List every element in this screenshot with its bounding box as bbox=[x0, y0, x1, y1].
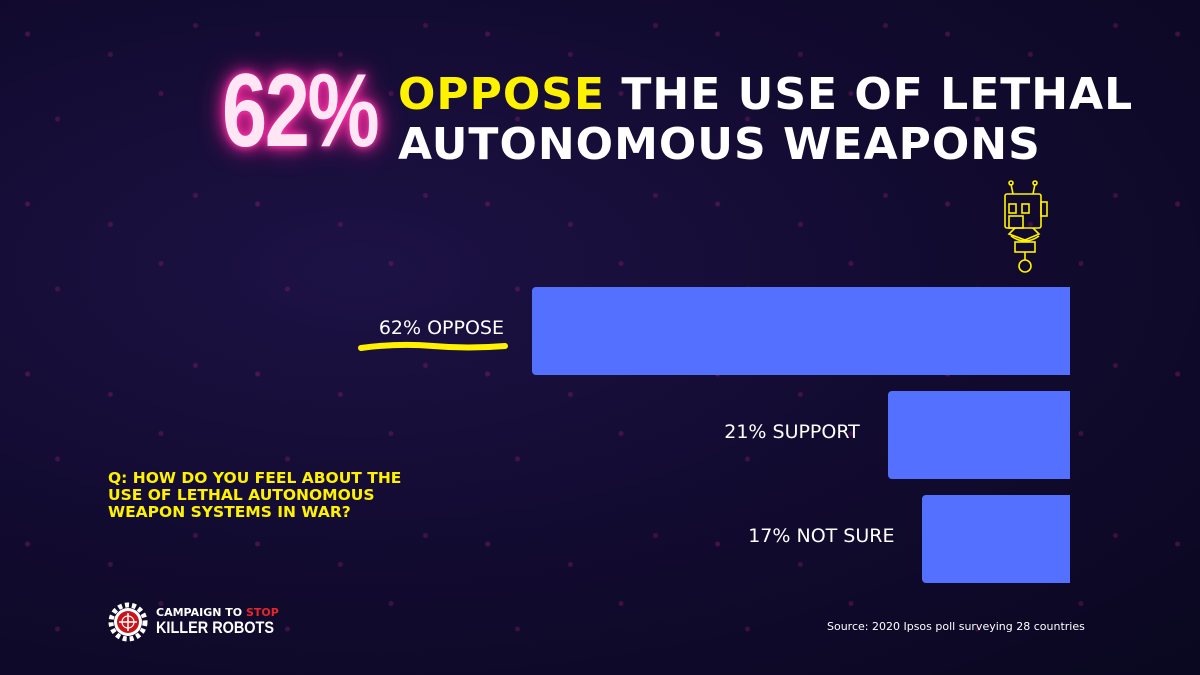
campaign-logo: CAMPAIGN TO STOP KILLER ROBOTS bbox=[108, 602, 295, 642]
robot-illustration-icon bbox=[1004, 180, 1048, 273]
highlight-underline bbox=[358, 341, 508, 351]
headline-line1: THE USE OF LETHAL bbox=[621, 69, 1134, 120]
gear-crosshair-logo-icon bbox=[108, 602, 148, 642]
logo-line2: KILLER ROBOTS bbox=[156, 618, 275, 637]
logo-accent: STOP bbox=[245, 606, 279, 619]
headline: OPPOSE THE USE OF LETHAL AUTONOMOUS WEAP… bbox=[398, 70, 1133, 170]
survey-question: Q: HOW DO YOU FEEL ABOUT THE USE OF LETH… bbox=[108, 469, 402, 521]
bar-not-sure bbox=[922, 495, 1070, 583]
bar-oppose bbox=[532, 287, 1070, 375]
headline-number: 62% bbox=[222, 53, 380, 169]
bar-label: 21% SUPPORT bbox=[724, 421, 860, 443]
bar-label: 62% OPPOSE bbox=[378, 317, 504, 339]
bar-support bbox=[887, 391, 1070, 479]
source-note: Source: 2020 Ipsos poll surveying 28 cou… bbox=[827, 620, 1085, 633]
headline-line2: AUTONOMOUS WEAPONS bbox=[398, 119, 1041, 170]
headline-highlight: OPPOSE bbox=[398, 69, 606, 120]
bar-label: 17% NOT SURE bbox=[748, 525, 895, 547]
logo-line1: CAMPAIGN TO bbox=[156, 606, 243, 619]
